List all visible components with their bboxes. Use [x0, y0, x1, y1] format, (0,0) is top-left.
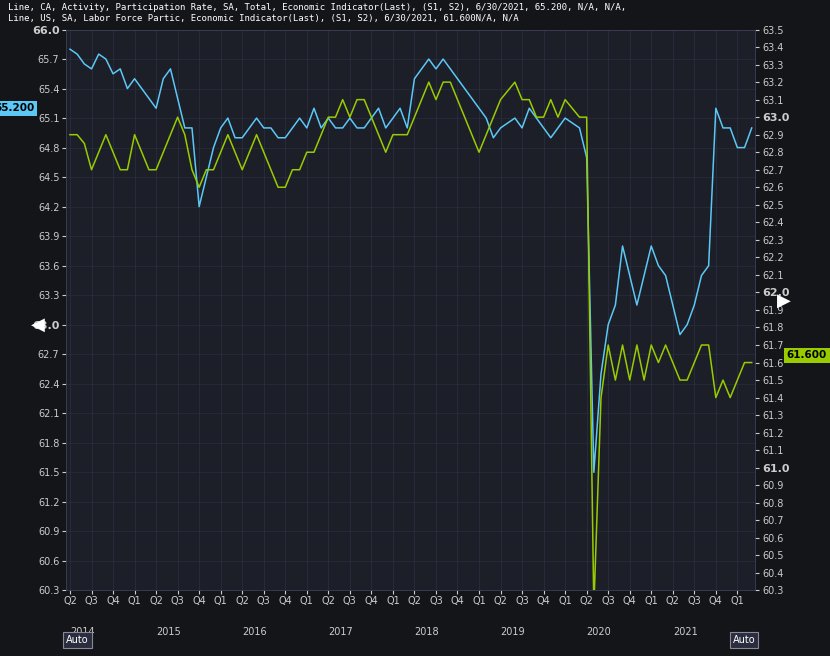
Text: 2016: 2016 [242, 627, 266, 637]
Text: 2015: 2015 [156, 627, 181, 637]
Text: Auto: Auto [66, 635, 89, 646]
Text: 2019: 2019 [500, 627, 525, 637]
Text: 2020: 2020 [587, 627, 612, 637]
Text: 2021: 2021 [673, 627, 697, 637]
Text: 2017: 2017 [329, 627, 353, 637]
Text: 61.600: 61.600 [787, 350, 827, 360]
Text: 65.200: 65.200 [0, 103, 35, 113]
Text: 2018: 2018 [414, 627, 439, 637]
Text: ◀: ◀ [31, 316, 44, 334]
Text: Auto: Auto [733, 635, 755, 646]
Text: Line, US, SA, Labor Force Partic, Economic Indicator(Last), (S1, S2), 6/30/2021,: Line, US, SA, Labor Force Partic, Econom… [8, 14, 519, 24]
Text: 2014: 2014 [70, 627, 95, 637]
Text: ▶: ▶ [778, 292, 791, 310]
Text: Line, CA, Activity, Participation Rate, SA, Total, Economic Indicator(Last), (S1: Line, CA, Activity, Participation Rate, … [8, 3, 627, 12]
